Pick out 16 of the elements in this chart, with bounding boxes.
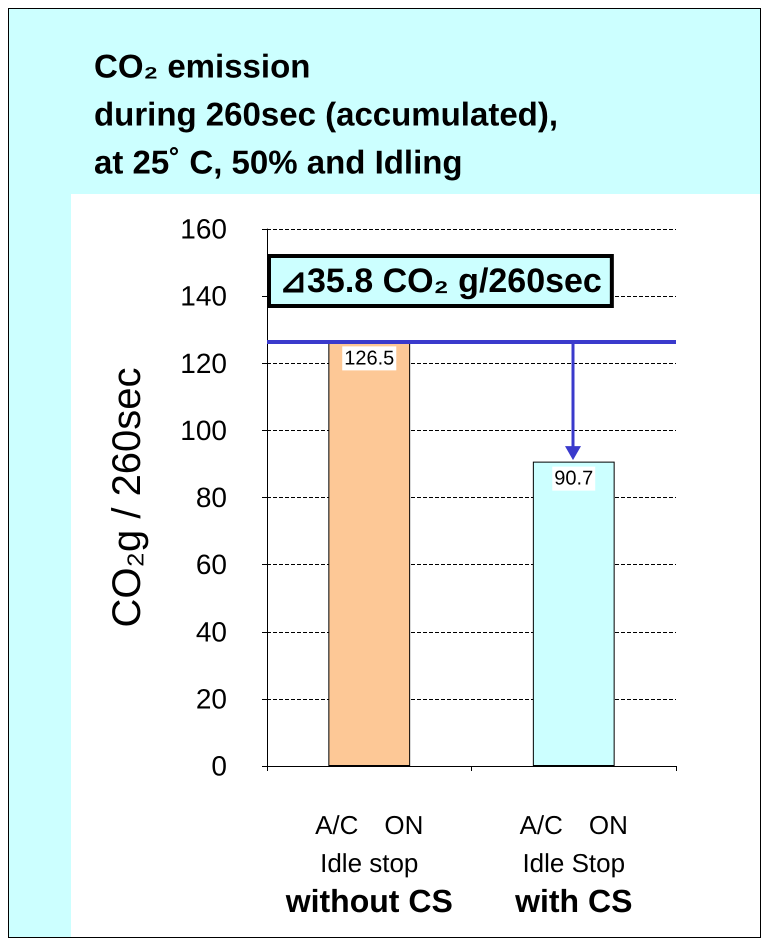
y-tick-label: 20 <box>196 683 227 714</box>
y-tick-label: 60 <box>196 549 227 580</box>
y-axis-title: CO₂g / 260sec <box>105 367 149 628</box>
y-tick-label: 100 <box>180 414 227 446</box>
data-label: 126.5 <box>344 347 394 370</box>
chart-title: CO₂ emission during 260sec (accumulated), at 25˚ C, 50% and Idling <box>94 48 558 180</box>
x-tick-label: A/C ON Idle Stop with CS <box>514 810 632 919</box>
y-tick-label: 120 <box>180 348 227 379</box>
y-tick-label: 140 <box>180 280 227 312</box>
y-tick-label: 0 <box>211 750 227 782</box>
x-tick-label: A/C ON Idle stop without CS <box>284 810 453 919</box>
data-label: 90.7 <box>554 468 594 490</box>
y-tick-label: 40 <box>196 616 227 648</box>
y-tick-label: 160 <box>180 214 227 244</box>
y-tick-label: 80 <box>196 482 227 513</box>
annotation: ⊿35.8 CO₂ g/260sec <box>279 262 602 300</box>
